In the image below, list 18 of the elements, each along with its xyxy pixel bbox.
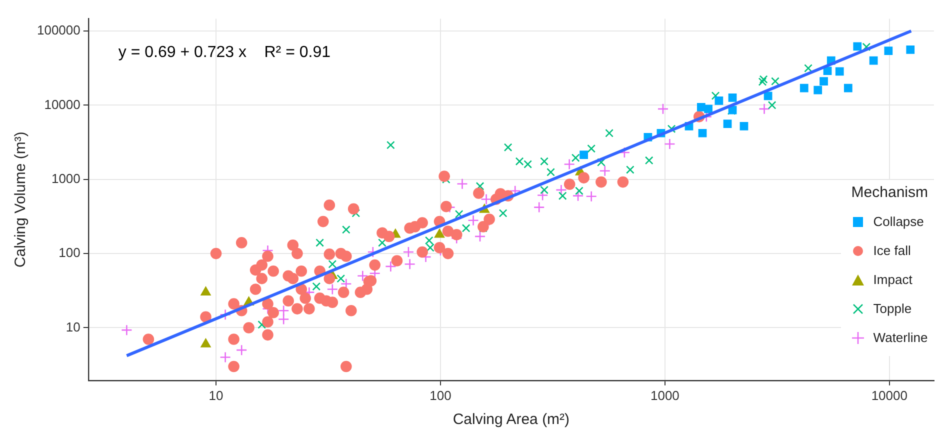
y-tick-label: 100	[58, 245, 80, 260]
legend-label: Collapse	[873, 214, 924, 229]
y-tick-label: 10000	[44, 96, 80, 112]
x-tick-label: 10	[208, 388, 224, 403]
legend-label: Impact	[873, 272, 912, 287]
legend-label: Waterline	[873, 330, 928, 345]
y-tick-label: 100000	[36, 22, 80, 38]
x-tick-label: 10000	[871, 388, 908, 403]
legend-label: Topple	[873, 301, 912, 316]
x-tick-label: 100	[430, 388, 452, 403]
legend-title: Mechanism	[851, 184, 928, 201]
annotation: y = 0.69 + 0.723 x R² = 0.91	[118, 44, 331, 62]
y-tick-label: 1000	[51, 170, 80, 186]
y-axis-title: Calving Volume (m³)	[12, 132, 30, 268]
y-tick-label: 10	[66, 319, 80, 334]
x-tick-label: 1000	[650, 388, 680, 403]
legend-label: Ice fall	[873, 243, 911, 258]
x-axis-title: Calving Area (m²)	[452, 411, 570, 428]
